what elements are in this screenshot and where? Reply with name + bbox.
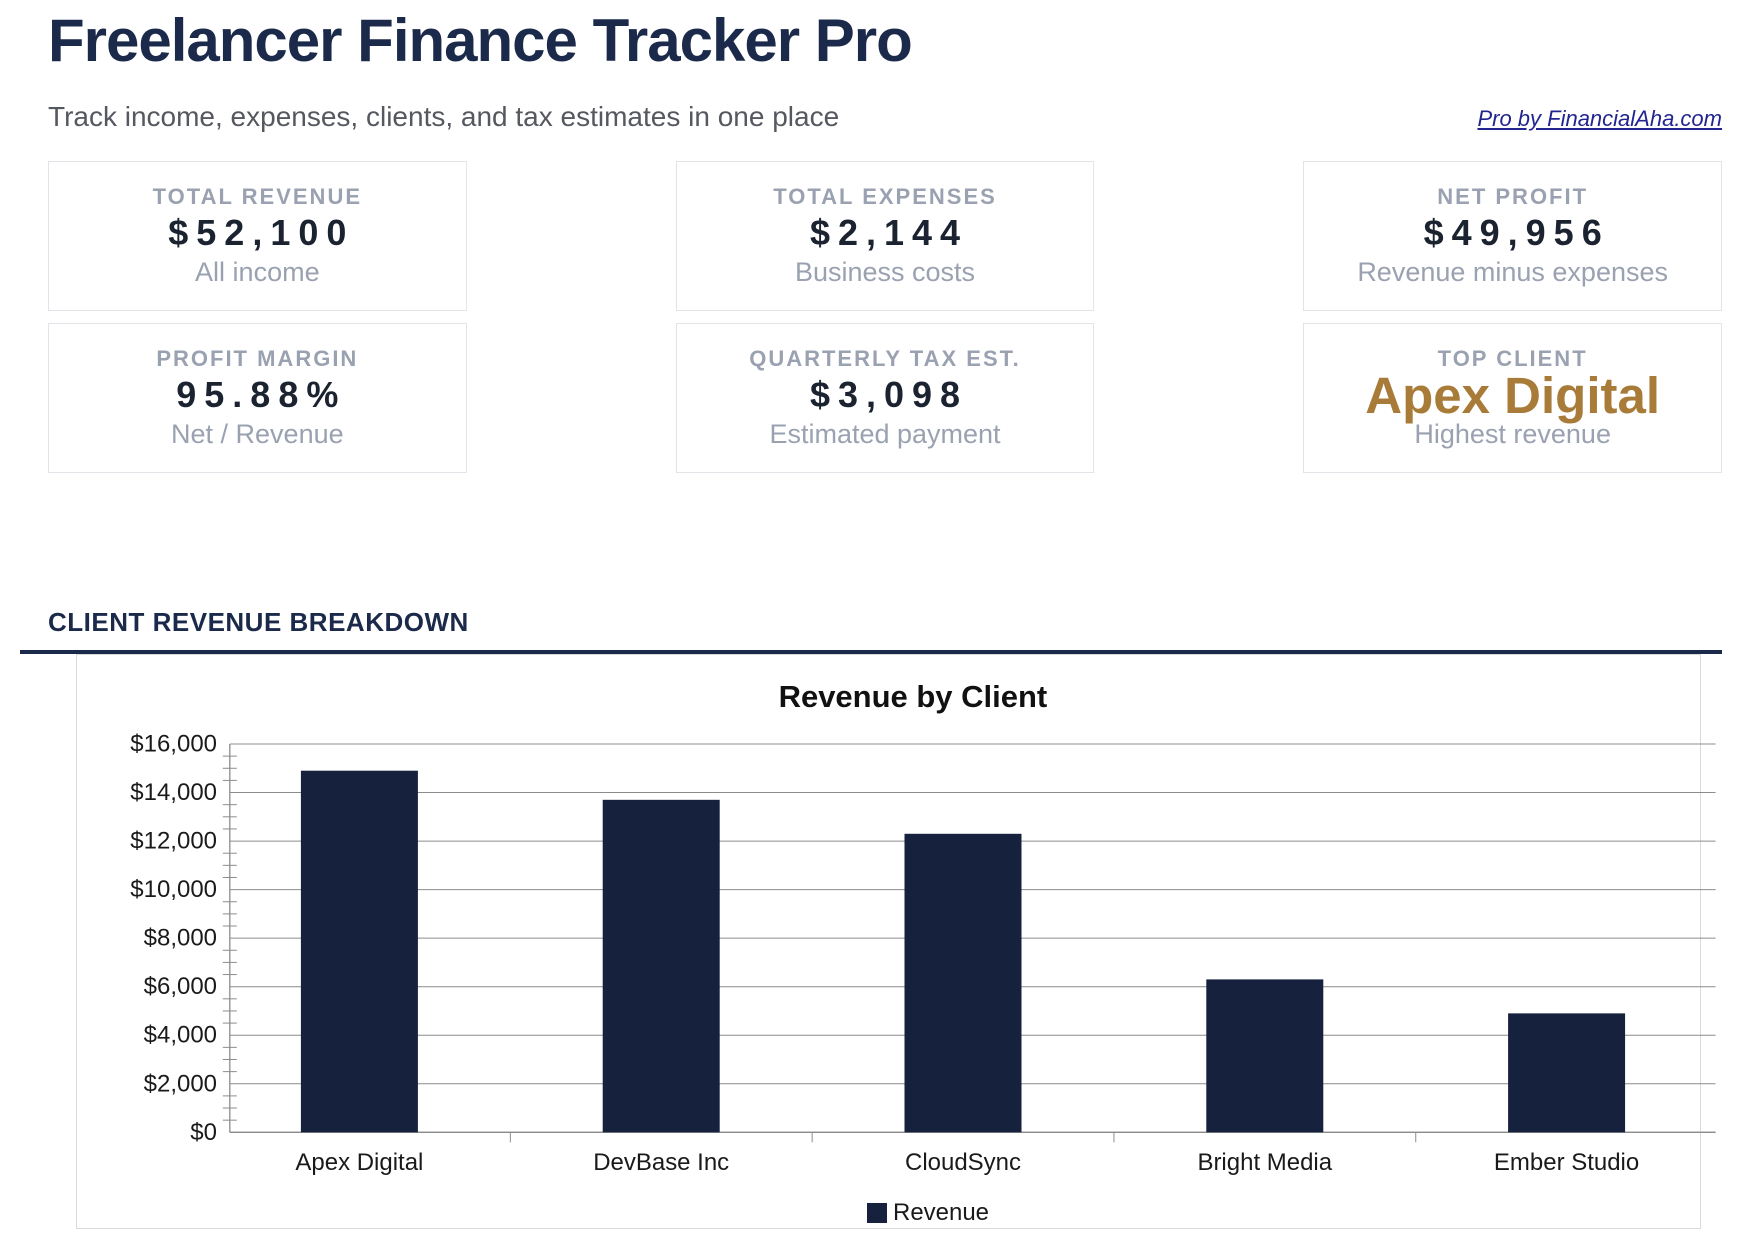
svg-text:Revenue by Client: Revenue by Client xyxy=(779,679,1048,714)
svg-text:Ember Studio: Ember Studio xyxy=(1494,1149,1639,1176)
svg-text:Bright Media: Bright Media xyxy=(1197,1149,1332,1176)
svg-text:$12,000: $12,000 xyxy=(130,828,217,855)
svg-text:DevBase Inc: DevBase Inc xyxy=(593,1149,729,1176)
svg-text:$14,000: $14,000 xyxy=(130,779,217,806)
svg-text:CloudSync: CloudSync xyxy=(905,1149,1021,1176)
svg-text:$8,000: $8,000 xyxy=(144,925,217,952)
svg-text:$16,000: $16,000 xyxy=(130,730,217,757)
svg-text:Revenue: Revenue xyxy=(893,1199,989,1226)
svg-text:$0: $0 xyxy=(190,1119,217,1146)
svg-text:$10,000: $10,000 xyxy=(130,876,217,903)
svg-text:$2,000: $2,000 xyxy=(144,1070,217,1097)
svg-text:$4,000: $4,000 xyxy=(144,1022,217,1049)
svg-text:Apex Digital: Apex Digital xyxy=(295,1149,423,1176)
svg-text:$6,000: $6,000 xyxy=(144,973,217,1000)
